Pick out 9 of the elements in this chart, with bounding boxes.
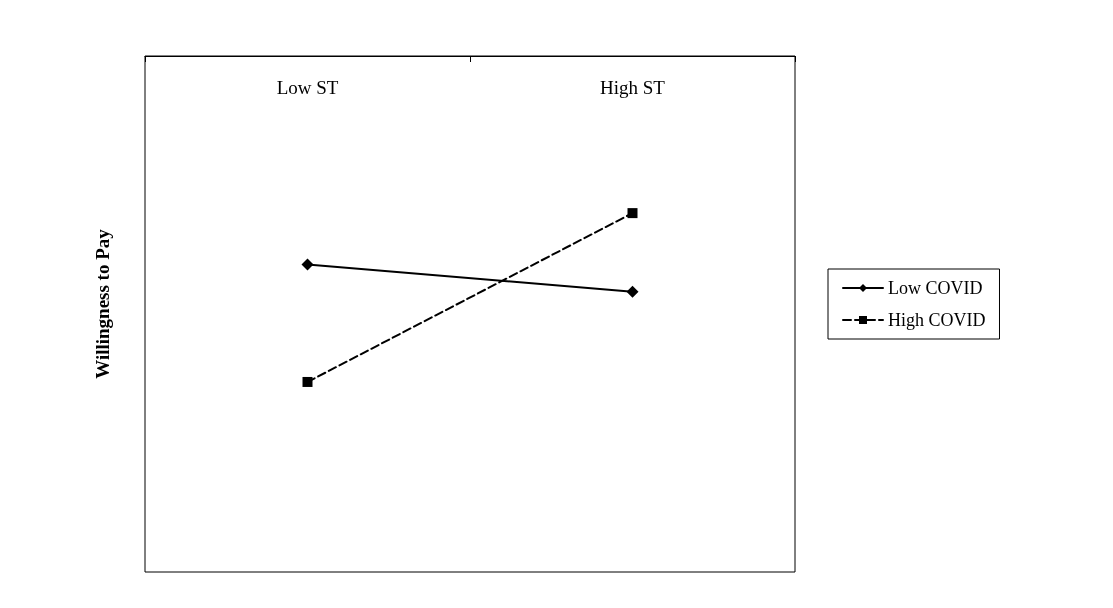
point [627,208,638,219]
point [301,258,314,271]
y-axis-title: Willingness to Pay [92,228,113,379]
x-tick-label: High ST [600,77,666,98]
legend-label: Low COVID [888,278,983,298]
x-tick-label: Low ST [276,77,339,98]
point [302,376,313,387]
point [626,285,639,298]
legend-label: High COVID [888,310,986,330]
